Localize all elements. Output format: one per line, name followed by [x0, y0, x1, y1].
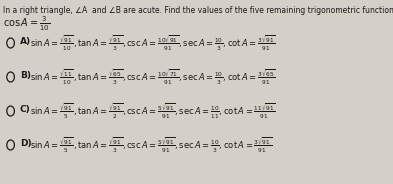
Text: $\sin A = \frac{\sqrt{11}}{10},  \tan A = \frac{\sqrt{65}}{3},  \csc A = \frac{1: $\sin A = \frac{\sqrt{11}}{10}, \tan A =…	[30, 68, 276, 87]
Text: $\cos A = \frac{3}{10}$: $\cos A = \frac{3}{10}$	[3, 15, 50, 33]
Text: $\sin A = \frac{\sqrt{91}}{5},  \tan A = \frac{\sqrt{91}}{2},  \csc A = \frac{5\: $\sin A = \frac{\sqrt{91}}{5}, \tan A = …	[30, 102, 276, 121]
Text: D): D)	[20, 139, 31, 148]
Text: A): A)	[20, 37, 31, 46]
Text: C): C)	[20, 105, 30, 114]
Text: In a right triangle, ∠A  and ∠B are acute. Find the values of the five remaining: In a right triangle, ∠A and ∠B are acute…	[3, 6, 393, 15]
Text: $\sin A = \frac{\sqrt{91}}{10},  \tan A = \frac{\sqrt{91}}{3},  \csc A = \frac{1: $\sin A = \frac{\sqrt{91}}{10}, \tan A =…	[30, 34, 276, 53]
Text: $\sin A = \frac{\sqrt{91}}{5},  \tan A = \frac{\sqrt{91}}{3},  \csc A = \frac{5\: $\sin A = \frac{\sqrt{91}}{5}, \tan A = …	[30, 136, 272, 155]
Text: B): B)	[20, 71, 31, 80]
